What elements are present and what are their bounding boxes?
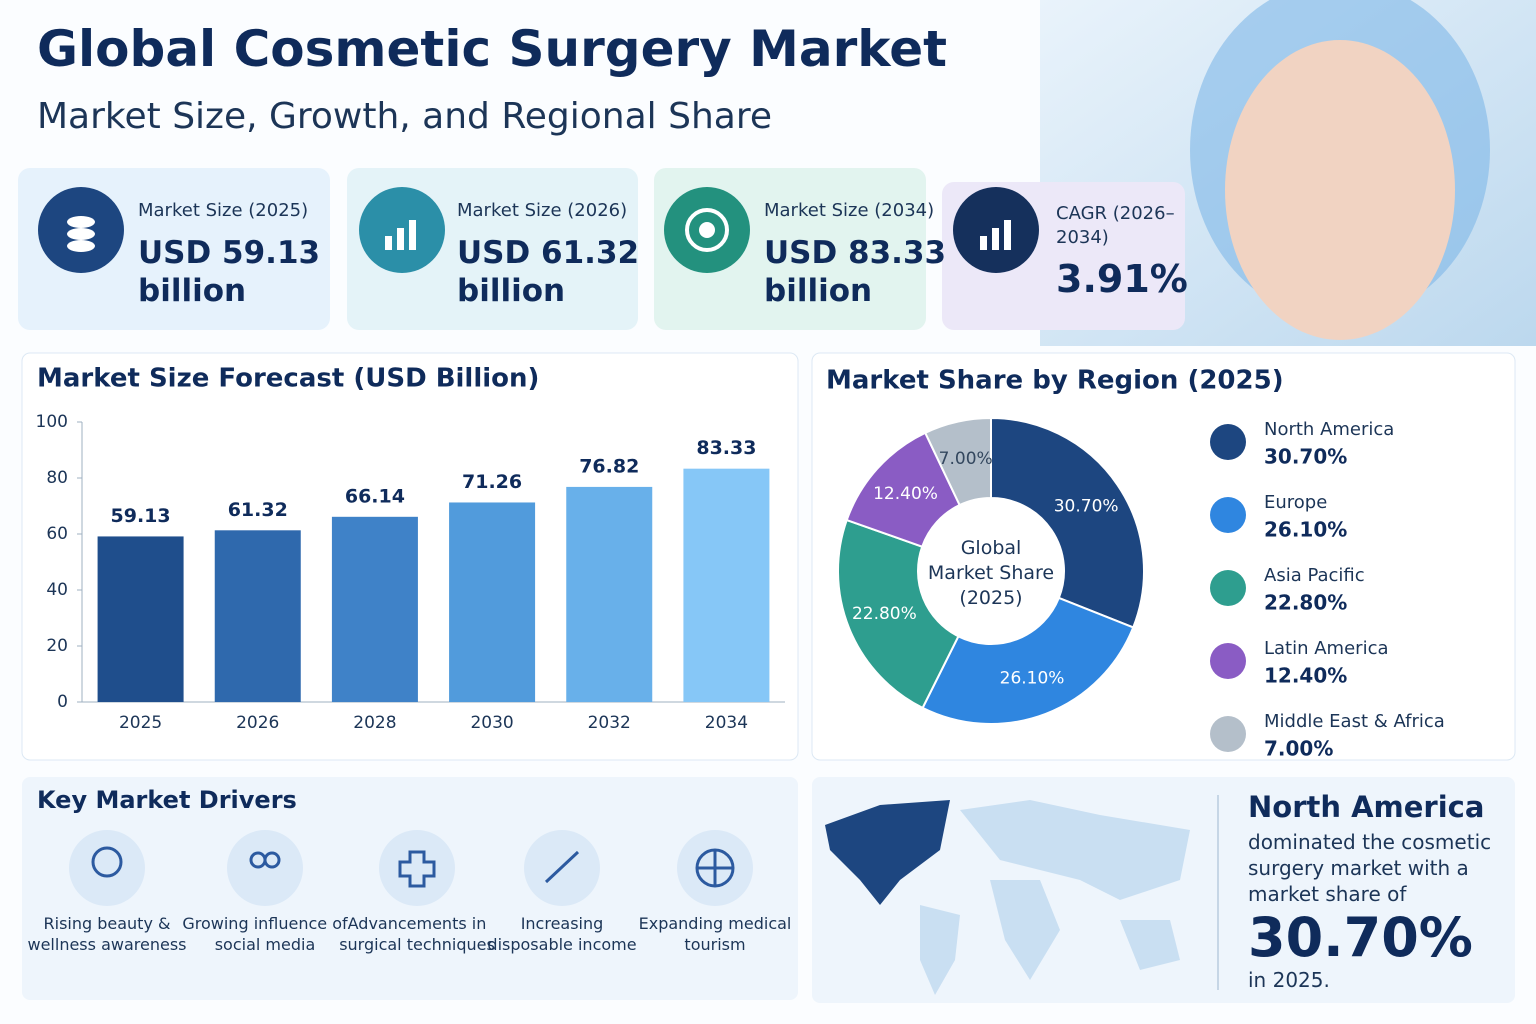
- callout-value: 30.70%: [1248, 906, 1473, 969]
- chart-title: Market Share by Region (2025): [826, 366, 1284, 396]
- legend-swatch: [1210, 570, 1246, 606]
- center-label: Global Market Share (2025): [927, 537, 1055, 609]
- kpi-label: Market Size (2025): [138, 200, 309, 221]
- driver-label: Growing influence of social media: [182, 914, 348, 954]
- legend-label: Middle East & Africa: [1264, 711, 1445, 732]
- callout-text: dominated the cosmetic surgery market wi…: [1248, 830, 1492, 906]
- value-label: 83.33: [696, 437, 756, 459]
- slice-label: 7.00%: [939, 449, 993, 469]
- kpi-value: USD 83.33 billion: [764, 235, 947, 309]
- page-subtitle: Market Size, Growth, and Regional Share: [37, 96, 772, 137]
- kpi-label: CAGR (2026–2034): [1056, 203, 1175, 248]
- donut-slice: [921, 596, 1135, 725]
- y-tick-label: 80: [46, 468, 68, 488]
- driver-label: Expanding medical tourism: [638, 914, 792, 954]
- legend-value: 12.40%: [1264, 664, 1347, 688]
- icon-target: [699, 222, 715, 238]
- donut-slice: [990, 416, 1145, 629]
- kpi-label: Market Size (2026): [457, 200, 628, 221]
- x-tick-label: 2032: [588, 713, 631, 733]
- legend-swatch: [1210, 643, 1246, 679]
- y-tick-label: 0: [57, 692, 68, 712]
- x-tick-label: 2026: [236, 713, 279, 733]
- y-tick-label: 100: [36, 412, 68, 432]
- x-tick-label: 2025: [119, 713, 162, 733]
- slice-label: 12.40%: [873, 484, 938, 504]
- legend-value: 22.80%: [1264, 591, 1347, 615]
- bar: [449, 502, 536, 702]
- legend-value: 30.70%: [1264, 445, 1347, 469]
- callout-suffix: in 2025.: [1248, 968, 1330, 992]
- callout-region: North America: [1248, 790, 1485, 824]
- drivers-title: Key Market Drivers: [37, 786, 297, 814]
- bar: [214, 530, 301, 702]
- donut-slice: [837, 518, 960, 710]
- bar: [97, 536, 184, 702]
- north-america: [825, 800, 950, 905]
- legend-swatch: [1210, 716, 1246, 752]
- bar: [683, 468, 770, 702]
- photo-face: [1225, 40, 1455, 340]
- driver-label: Advancements in surgical techniques: [339, 914, 495, 954]
- world-map: [920, 800, 1190, 995]
- page-title: Global Cosmetic Surgery Market: [37, 20, 948, 78]
- x-tick-label: 2030: [470, 713, 513, 733]
- legend-swatch: [1210, 497, 1246, 533]
- chart-title: Market Size Forecast (USD Billion): [37, 364, 539, 394]
- legend-label: Asia Pacific: [1264, 565, 1365, 586]
- y-tick-label: 40: [46, 580, 68, 600]
- y-tick-label: 60: [46, 524, 68, 544]
- value-label: 61.32: [228, 499, 288, 521]
- driver-glyphs: [91, 846, 735, 888]
- legend-swatch: [1210, 424, 1246, 460]
- legend-value: 7.00%: [1264, 737, 1333, 761]
- x-tick-label: 2028: [353, 713, 396, 733]
- bar: [331, 516, 418, 702]
- value-label: 71.26: [462, 471, 522, 493]
- value-label: 66.14: [345, 485, 405, 507]
- kpi-label: Market Size (2034): [764, 200, 935, 221]
- legend-value: 26.10%: [1264, 518, 1347, 542]
- bar: [566, 486, 653, 702]
- legend-label: Europe: [1264, 492, 1327, 513]
- slice-label: 26.10%: [1000, 668, 1065, 688]
- slice-label: 30.70%: [1054, 496, 1119, 516]
- value-label: 76.82: [579, 455, 639, 477]
- slice-label: 22.80%: [852, 604, 917, 624]
- y-tick-label: 20: [46, 636, 68, 656]
- kpi-value: 3.91%: [1056, 257, 1188, 301]
- icon-target: [685, 208, 729, 252]
- legend-label: Latin America: [1264, 638, 1389, 659]
- donut-slice: [923, 416, 992, 507]
- driver-label: Increasing disposable income: [487, 914, 637, 954]
- legend-label: North America: [1264, 419, 1394, 440]
- driver-label: Rising beauty & wellness awareness: [27, 914, 187, 954]
- x-tick-label: 2034: [705, 713, 748, 733]
- value-label: 59.13: [111, 505, 171, 527]
- kpi-value: USD 59.13 billion: [138, 235, 321, 309]
- icon-glyphs: [67, 216, 1011, 252]
- kpi-value: USD 61.32 billion: [457, 235, 640, 309]
